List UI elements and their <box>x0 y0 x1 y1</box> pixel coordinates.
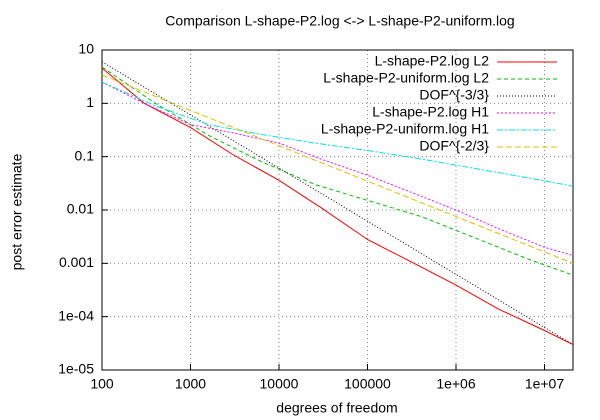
series-line <box>101 67 574 346</box>
y-tick-label: 1e-05 <box>58 361 94 377</box>
series-line <box>101 66 574 276</box>
x-tick-label: 1e+07 <box>525 376 565 392</box>
y-tick-label: 10 <box>78 41 94 57</box>
chart-title: Comparison L-shape-P2.log <-> L-shape-P2… <box>165 13 514 29</box>
x-tick-label: 1000 <box>175 376 206 392</box>
legend-label: L-shape-P2.log L2 <box>375 53 490 69</box>
legend-label: L-shape-P2-uniform.log L2 <box>323 70 489 86</box>
y-tick-label: 0.001 <box>59 254 94 270</box>
series-line <box>101 61 574 346</box>
y-tick-label: 0.01 <box>67 201 94 217</box>
legend-label: L-shape-P2-uniform.log H1 <box>321 121 489 137</box>
series-line <box>101 81 574 256</box>
legend-label: DOF^{-3/3} <box>419 87 489 103</box>
x-tick-label: 100000 <box>344 376 391 392</box>
x-tick-label: 100 <box>90 376 114 392</box>
x-axis-label: degrees of freedom <box>276 400 397 416</box>
x-tick-label: 10000 <box>260 376 299 392</box>
y-tick-label: 1e-04 <box>58 307 94 323</box>
y-tick-label: 0.1 <box>75 147 95 163</box>
legend-label: L-shape-P2.log H1 <box>372 104 489 120</box>
series-line <box>101 74 574 264</box>
y-axis-label: post error estimate <box>9 153 25 270</box>
legend-label: DOF^{-2/3} <box>419 138 489 154</box>
x-tick-label: 1e+06 <box>436 376 476 392</box>
plot-frame <box>101 49 574 371</box>
y-tick-label: 1 <box>86 94 94 110</box>
series-line <box>101 81 574 187</box>
